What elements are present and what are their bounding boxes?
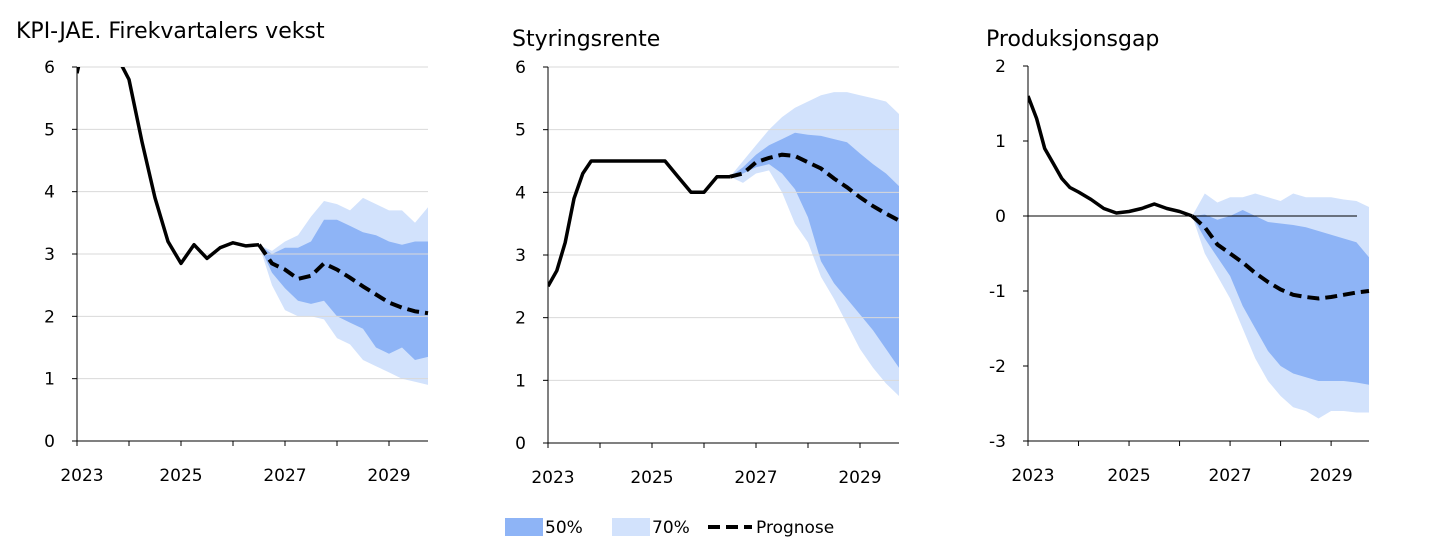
y-tick-label: 5 — [515, 121, 526, 141]
x-tick-label: 2025 — [159, 466, 202, 486]
y-tick-label: 4 — [515, 183, 526, 203]
x-tick-label: 2025 — [630, 468, 673, 488]
axes: 0 1 2 3 4 5 6 2023 2025 2027 2029 — [515, 58, 899, 488]
y-tick-label: 6 — [44, 58, 55, 78]
legend-label-50: 50% — [545, 518, 583, 538]
y-tick-label: -2 — [989, 357, 1006, 377]
legend-swatch-70 — [612, 518, 650, 536]
y-tick-label: 2 — [44, 307, 55, 327]
uncertainty-bands — [730, 92, 899, 396]
forecast-line — [729, 152, 900, 223]
chart-title: Produksjonsgap — [986, 27, 1159, 52]
series-lines — [1028, 95, 1370, 301]
chart-title: KPI-JAE. Firekvartalers vekst — [16, 19, 325, 44]
y-tick-label: 2 — [995, 57, 1006, 77]
axes: 0 1 2 3 4 5 6 2023 2025 2027 2029 — [44, 58, 428, 486]
panel-produksjonsgap: Produksjonsgap -3 -2 -1 0 1 2 2023 2025 2027 2029 — [986, 27, 1370, 486]
y-tick-label: -1 — [989, 282, 1006, 302]
band-50 — [730, 132, 899, 368]
uncertainty-bands — [259, 197, 428, 385]
history-line — [548, 159, 730, 288]
x-tick-label: 2027 — [263, 466, 306, 486]
y-tick-label: 1 — [995, 132, 1006, 152]
series-lines — [548, 152, 900, 288]
legend-swatch-50 — [505, 518, 543, 536]
y-tick-label: 2 — [515, 309, 526, 329]
x-tick-label: 2029 — [367, 466, 410, 486]
legend-label-70: 70% — [652, 518, 690, 538]
forecast-line — [257, 243, 429, 316]
legend-label-prognose: Prognose — [756, 518, 834, 538]
x-tick-label: 2027 — [1208, 466, 1251, 486]
forecast-line — [1190, 214, 1370, 301]
band-50 — [259, 219, 428, 360]
y-tick-label: 4 — [44, 183, 55, 203]
y-tick-label: 3 — [44, 245, 55, 265]
uncertainty-bands — [1192, 193, 1369, 419]
x-tick-label: 2023 — [60, 466, 103, 486]
y-tick-label: 5 — [44, 120, 55, 140]
y-tick-label: 1 — [44, 370, 55, 390]
y-tick-label: 6 — [515, 58, 526, 78]
y-tick-label: -3 — [989, 432, 1006, 452]
y-tick-label: 0 — [515, 434, 526, 454]
grid-lines — [77, 66, 428, 380]
chart-title: Styringsrente — [512, 27, 660, 52]
axes: -3 -2 -1 0 1 2 2023 2025 2027 2029 — [989, 57, 1369, 486]
x-tick-label: 2029 — [838, 468, 881, 488]
y-tick-label: 0 — [44, 432, 55, 452]
y-tick-label: 1 — [515, 371, 526, 391]
x-tick-label: 2025 — [1107, 466, 1150, 486]
history-line — [77, 67, 260, 266]
band-50 — [1192, 210, 1369, 385]
panel-styringsrente: Styringsrente 0 1 2 3 4 5 6 2023 2025 2027 2029 — [512, 27, 900, 488]
grid-lines — [548, 66, 899, 381]
series-lines — [77, 67, 429, 316]
legend: 50% 70% Prognose — [505, 518, 834, 538]
x-tick-label: 2027 — [734, 468, 777, 488]
x-tick-label: 2023 — [1011, 466, 1054, 486]
panel-kpi-jae: KPI-JAE. Firekvartalers vekst 0 1 2 3 4 5 6 202… — [16, 19, 429, 486]
y-tick-label: 3 — [515, 246, 526, 266]
y-tick-label: 0 — [995, 207, 1006, 227]
x-tick-label: 2023 — [531, 468, 574, 488]
history-line — [1028, 95, 1193, 218]
x-tick-label: 2029 — [1309, 466, 1352, 486]
